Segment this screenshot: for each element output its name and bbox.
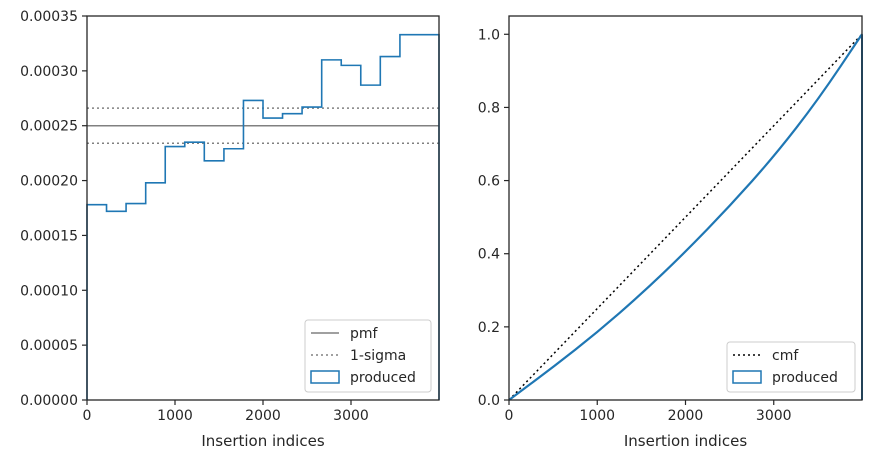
plot-frame: [508, 15, 863, 401]
x-tick-label: 3000: [333, 408, 369, 424]
y-tick-label: 0.00020: [20, 174, 78, 190]
y-tick-label: 0.00025: [20, 119, 78, 135]
y-tick-label: 1.0: [478, 27, 500, 43]
x-tick-label: 3000: [756, 408, 792, 424]
plot-frame: [86, 15, 440, 401]
y-tick-label: 0.00010: [20, 283, 78, 299]
legend-label-produced: produced: [350, 370, 416, 386]
x-tick-label: 2000: [245, 408, 281, 424]
left-chart-panel: 0 1000 2000 3000 0.00000 0.00005 0.00010 0.0001…: [20, 9, 440, 450]
y-tick-label: 0.00000: [20, 393, 78, 409]
y-tick-label: 0.00035: [20, 9, 78, 25]
produced-histogram-step: [86, 33, 440, 400]
legend-label-one-sigma: 1-sigma: [350, 348, 406, 364]
y-tick-label: 0.6: [478, 174, 500, 190]
x-tick-label: 0: [83, 408, 92, 424]
legend-swatch-produced: [732, 370, 762, 384]
x-tick-label: 2000: [668, 408, 704, 424]
x-axis-label: Insertion indices: [624, 432, 747, 450]
x-tick-label: 1000: [579, 408, 615, 424]
x-axis-label: Insertion indices: [201, 432, 324, 450]
x-tick-label: 1000: [157, 408, 193, 424]
y-tick-label: 0.4: [478, 247, 500, 263]
y-tick-label: 0.2: [478, 320, 500, 336]
produced-line: [508, 33, 863, 401]
y-tick-label: 0.8: [478, 100, 500, 116]
legend-swatch-produced: [310, 370, 340, 384]
legend-box: [304, 319, 432, 393]
y-tick-label: 0.00005: [20, 338, 78, 354]
right-chart-panel: 0 1000 2000 3000 0.0 0.2 0.4 0.6 0.8 1.0 Insertion…: [478, 15, 863, 450]
y-tick-label: 0.00015: [20, 228, 78, 244]
legend-label-cmf: cmf: [772, 348, 799, 364]
y-tick-label: 0.0: [478, 393, 500, 409]
legend-label-pmf: pmf: [350, 326, 379, 342]
y-tick-label: 0.00030: [20, 64, 78, 80]
x-tick-label: 0: [505, 408, 514, 424]
legend-label-produced: produced: [772, 370, 838, 386]
